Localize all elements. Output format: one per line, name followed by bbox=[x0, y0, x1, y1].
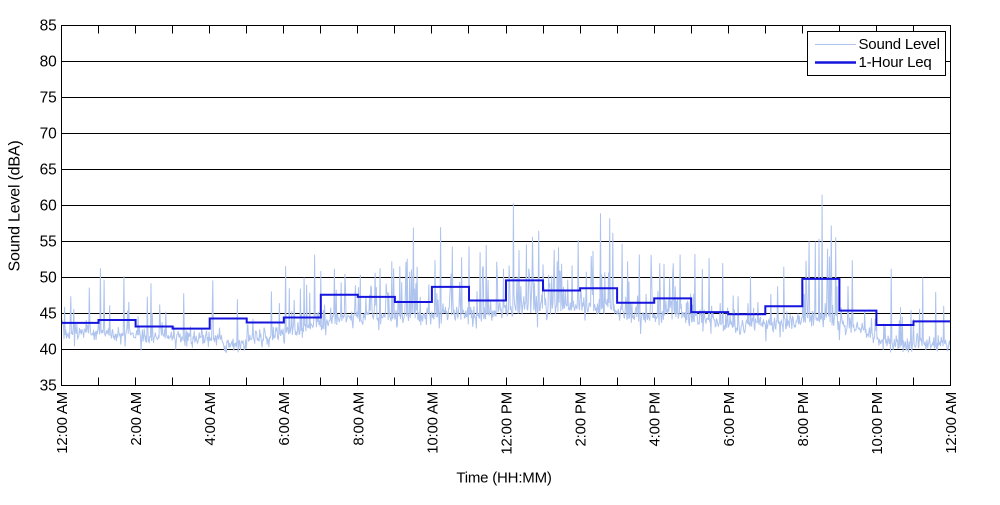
svg-text:12:00 AM: 12:00 AM bbox=[943, 392, 960, 454]
svg-text:12:00 PM: 12:00 PM bbox=[499, 392, 516, 455]
svg-text:75: 75 bbox=[40, 90, 57, 107]
svg-text:85: 85 bbox=[40, 18, 57, 35]
svg-text:35: 35 bbox=[40, 378, 57, 395]
svg-text:10:00 AM: 10:00 AM bbox=[424, 392, 441, 454]
svg-text:Sound Level (dBA): Sound Level (dBA) bbox=[7, 141, 24, 272]
svg-text:55: 55 bbox=[40, 234, 57, 251]
svg-text:6:00 AM: 6:00 AM bbox=[276, 392, 293, 446]
svg-text:50: 50 bbox=[40, 270, 57, 287]
svg-text:4:00 PM: 4:00 PM bbox=[647, 392, 664, 446]
svg-text:1-Hour Leq: 1-Hour Leq bbox=[859, 54, 932, 71]
svg-text:2:00 PM: 2:00 PM bbox=[573, 392, 590, 446]
svg-text:12:00 AM: 12:00 AM bbox=[54, 392, 71, 454]
svg-text:70: 70 bbox=[40, 126, 57, 143]
svg-text:80: 80 bbox=[40, 54, 57, 71]
svg-text:40: 40 bbox=[40, 342, 57, 359]
svg-text:45: 45 bbox=[40, 306, 57, 323]
svg-text:6:00 PM: 6:00 PM bbox=[721, 392, 738, 446]
svg-text:4:00 AM: 4:00 AM bbox=[202, 392, 219, 446]
svg-text:60: 60 bbox=[40, 198, 57, 215]
svg-text:Sound Level: Sound Level bbox=[859, 36, 940, 53]
svg-text:10:00 PM: 10:00 PM bbox=[869, 392, 886, 455]
svg-text:8:00 PM: 8:00 PM bbox=[795, 392, 812, 446]
svg-text:8:00 AM: 8:00 AM bbox=[350, 392, 367, 446]
svg-text:2:00 AM: 2:00 AM bbox=[128, 392, 145, 446]
svg-text:65: 65 bbox=[40, 162, 57, 179]
svg-text:Time (HH:MM): Time (HH:MM) bbox=[456, 470, 552, 487]
